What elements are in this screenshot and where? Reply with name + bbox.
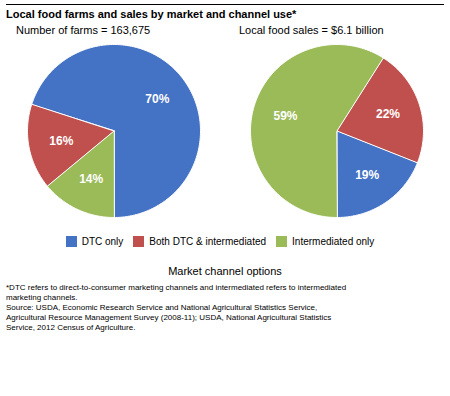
svg-text:70%: 70% [145, 92, 169, 106]
svg-text:16%: 16% [49, 134, 73, 148]
html-text:Market channel options: Market channel options [168, 265, 282, 277]
html-text:Local food farms and sales by: Local food farms and sales by market and… [6, 8, 297, 20]
svg-text:22%: 22% [376, 107, 400, 121]
svg-text:19%: 19% [355, 168, 379, 182]
html-text:*DTC refers to direct-to-consu: *DTC refers to direct-to-consumer market… [6, 283, 347, 332]
svg-text:59%: 59% [273, 109, 297, 123]
html-text:Local food sales = $6.1 billio: Local food sales = $6.1 billion [239, 24, 384, 36]
html-text:Both DTC & intermediated: Both DTC & intermediated [149, 236, 267, 247]
html-text:Intermediated only: Intermediated only [292, 236, 375, 247]
svg-text:14%: 14% [79, 172, 103, 186]
html-text:Number of farms = 163,675: Number of farms = 163,675 [16, 24, 151, 36]
html-text:DTC only: DTC only [81, 236, 124, 247]
